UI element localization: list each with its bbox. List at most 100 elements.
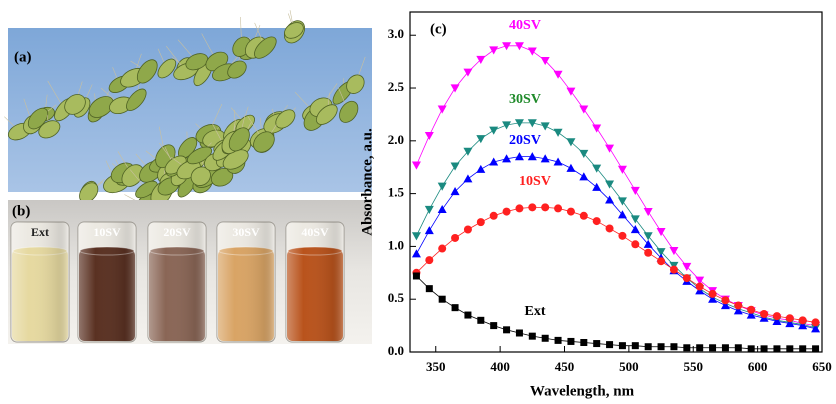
panel-label: (a) (14, 49, 32, 65)
point (748, 345, 755, 352)
point (592, 183, 601, 191)
point (490, 322, 497, 329)
point (786, 345, 793, 352)
point (644, 208, 653, 216)
point (580, 212, 588, 220)
y-tick-label: 0.5 (388, 290, 405, 305)
point (618, 232, 626, 240)
point (541, 122, 550, 130)
point (735, 344, 742, 351)
point (425, 206, 434, 214)
x-tick-label: 400 (490, 359, 510, 374)
point (554, 129, 563, 137)
point (760, 310, 768, 318)
point (464, 226, 472, 234)
point (683, 344, 690, 351)
point (579, 172, 588, 180)
point (579, 106, 588, 114)
point (528, 152, 537, 160)
point (645, 343, 652, 350)
series-label: Ext (525, 304, 546, 319)
point (709, 344, 716, 351)
vial-label: 10SV (93, 225, 121, 239)
point (812, 345, 819, 352)
x-tick-label: 550 (684, 359, 704, 374)
point (439, 296, 446, 303)
point (426, 285, 433, 292)
point (412, 232, 421, 240)
point (477, 317, 484, 324)
point (528, 47, 537, 55)
point (632, 342, 639, 349)
point (515, 152, 524, 160)
point (605, 181, 614, 189)
vial-label: 30SV (232, 225, 260, 239)
point (502, 121, 511, 129)
point (786, 314, 794, 322)
point (477, 218, 485, 226)
photo-a (4, 10, 372, 219)
point (528, 203, 536, 211)
x-axis-label: Wavelength, nm (530, 383, 635, 399)
panel-label: (b) (12, 203, 30, 219)
point (489, 46, 498, 54)
point (605, 145, 614, 153)
y-tick-label: 1.5 (388, 185, 405, 200)
point (412, 249, 421, 257)
figure: (a) (b) (c) Wavelength, nm Absorbance, a… (0, 0, 836, 404)
y-tick-label: 2.5 (388, 79, 405, 94)
vial-glass (217, 222, 275, 342)
series-label: 40SV (509, 18, 541, 33)
point (657, 257, 665, 265)
point (515, 42, 524, 50)
vial-label: 20SV (163, 225, 191, 239)
point (683, 274, 691, 282)
point (542, 335, 549, 342)
x-tick-label: 450 (555, 359, 575, 374)
point (438, 106, 447, 114)
series-line (416, 123, 815, 328)
point (658, 343, 665, 350)
point (566, 88, 575, 96)
series-line (416, 207, 815, 322)
x-tick-label: 350 (426, 359, 446, 374)
point (555, 337, 562, 344)
vial-label: 40SV (301, 225, 329, 239)
point (554, 71, 563, 79)
page: (a) (b) (c) Wavelength, nm Absorbance, a… (0, 0, 836, 404)
point (516, 329, 523, 336)
point (747, 306, 755, 314)
point (618, 166, 627, 174)
point (489, 127, 498, 135)
series-label: 10SV (519, 174, 551, 189)
point (619, 342, 626, 349)
point (502, 42, 511, 50)
point (593, 340, 600, 347)
point (773, 345, 780, 352)
vial-glass (148, 222, 206, 342)
vial-glass (11, 222, 69, 342)
point (812, 318, 820, 326)
point (554, 204, 562, 212)
point (452, 304, 459, 311)
point (425, 226, 434, 234)
point (631, 187, 640, 195)
point (451, 234, 459, 242)
point (696, 283, 704, 291)
point (438, 183, 447, 191)
point (761, 345, 768, 352)
point (657, 228, 666, 236)
point (799, 345, 806, 352)
point (618, 197, 627, 205)
series-label: 30SV (509, 92, 541, 107)
vial-glass (78, 222, 136, 342)
series-label: 20SV (509, 133, 541, 148)
y-tick-label: 1.0 (388, 237, 404, 252)
point (490, 212, 498, 220)
panel-label: (c) (430, 21, 447, 37)
point (451, 163, 460, 171)
point (696, 344, 703, 351)
x-tick-label: 600 (748, 359, 768, 374)
point (709, 290, 717, 298)
point (425, 256, 433, 264)
